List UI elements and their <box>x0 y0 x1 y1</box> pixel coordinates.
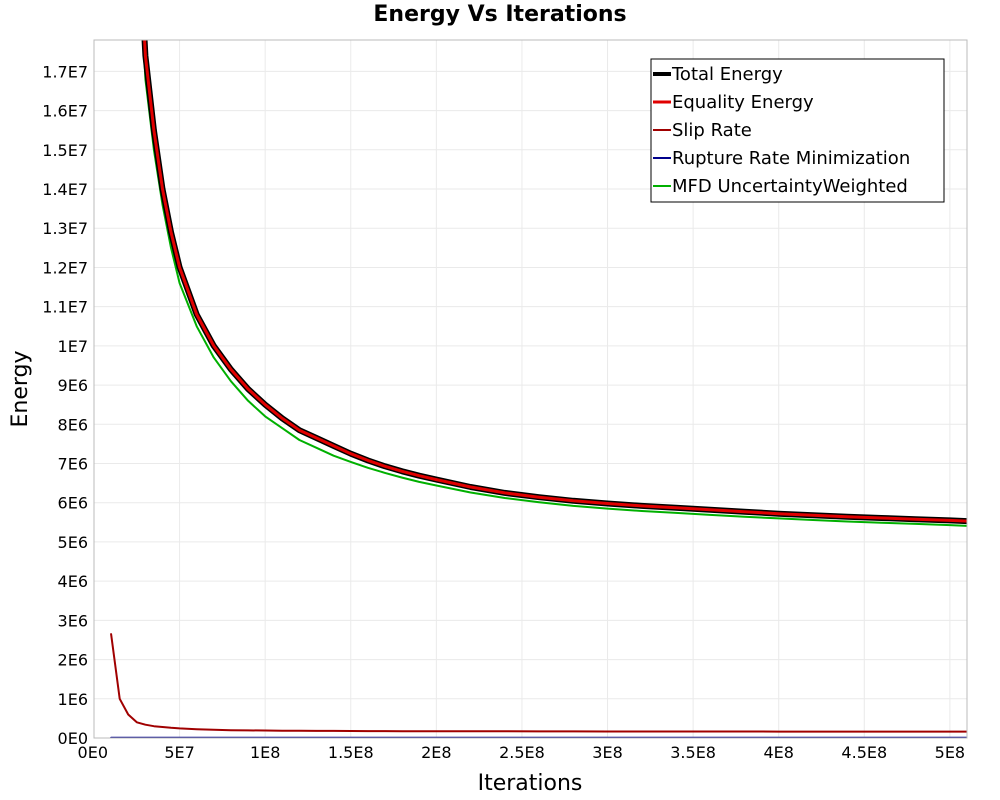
x-tick-label: 3.5E8 <box>670 743 716 762</box>
x-tick-label: 3E8 <box>592 743 622 762</box>
x-tick-label: 1E8 <box>250 743 280 762</box>
x-tick-label: 2.5E8 <box>499 743 545 762</box>
y-tick-label: 9E6 <box>58 376 88 395</box>
series-line-equality-energy <box>143 40 967 523</box>
y-tick-label: 1.7E7 <box>42 62 88 81</box>
legend[interactable]: Total Energy Equality Energy Slip Rate Rupt… <box>650 58 945 203</box>
y-tick-label: 1E6 <box>58 690 88 709</box>
y-tick-label: 7E6 <box>58 455 88 474</box>
y-tick-label: 1E7 <box>58 337 88 356</box>
y-tick-label: 1.4E7 <box>42 180 88 199</box>
y-axis: 0E0 1E6 2E6 3E6 4E6 5E6 6E6 7E6 8E6 9E6 1E7 1.1E7 1.… <box>42 62 88 748</box>
legend-label: Total Energy <box>671 64 783 85</box>
y-tick-label: 1.3E7 <box>42 219 88 238</box>
y-tick-label: 8E6 <box>58 415 88 434</box>
x-axis: 0E0 5E7 1E8 1.5E8 2E8 2.5E8 3E8 3.5E8 4E8 4.5E8 5E… <box>78 743 966 762</box>
legend-label: MFD UncertaintyWeighted <box>672 176 908 197</box>
y-tick-label: 6E6 <box>58 494 88 513</box>
series-line-slip-rate <box>110 633 967 733</box>
series-line-mfd-uncertaintyweighted <box>142 40 967 527</box>
legend-label: Slip Rate <box>672 120 752 141</box>
x-tick-label: 0E0 <box>78 743 108 762</box>
x-tick-label: 5E7 <box>164 743 194 762</box>
x-tick-label: 4.5E8 <box>841 743 887 762</box>
y-tick-label: 4E6 <box>58 572 88 591</box>
plot-frame <box>93 39 968 739</box>
legend-box <box>650 58 945 203</box>
y-tick-label: 1.2E7 <box>42 258 88 277</box>
y-tick-label: 1.6E7 <box>42 102 88 121</box>
y-tick-label: 0E0 <box>58 729 88 748</box>
y-tick-label: 3E6 <box>58 611 88 630</box>
y-axis-title: Energy <box>8 350 33 427</box>
x-tick-label: 5E8 <box>935 743 965 762</box>
y-tick-label: 2E6 <box>58 651 88 670</box>
x-tick-label: 1.5E8 <box>328 743 374 762</box>
y-tick-label: 1.5E7 <box>42 141 88 160</box>
chart-title: Energy Vs Iterations <box>373 2 627 27</box>
series-layer <box>110 40 967 738</box>
legend-label: Rupture Rate Minimization <box>672 148 910 169</box>
x-tick-label: 2E8 <box>421 743 451 762</box>
legend-label: Equality Energy <box>672 92 814 113</box>
y-tick-label: 1.1E7 <box>42 298 88 317</box>
x-tick-label: 4E8 <box>763 743 793 762</box>
y-tick-label: 5E6 <box>58 533 88 552</box>
x-axis-title: Iterations <box>478 771 583 796</box>
